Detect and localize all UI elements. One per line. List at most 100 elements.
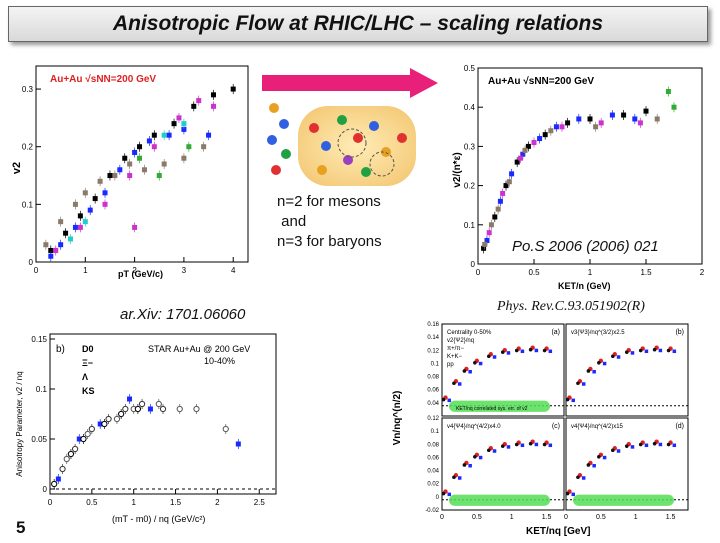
x-tick-label: 0 <box>34 266 39 275</box>
data-point <box>559 124 565 130</box>
y-tick-label: 0.12 <box>427 348 439 354</box>
y-tick-label: 0.5 <box>464 64 476 73</box>
data-point <box>155 400 162 408</box>
data-point <box>63 230 69 236</box>
data-point <box>506 351 511 355</box>
y-axis-label: v2/(n*ε) <box>452 152 463 187</box>
x-tick-label: 2 <box>700 268 705 277</box>
y-tick-label: 0 <box>436 495 440 501</box>
data-point <box>486 230 492 236</box>
chart-star-v2-nq: 0 0.5 1 1.5 2 2.5 0 0.05 0.1 0.15 b) STAR Au+Au @ 2… <box>8 328 286 528</box>
ref-arxiv: ar.Xiv: 1701.06060 <box>120 306 246 323</box>
chart-scaled-v2-svg: 0 0.5 1 1.5 2 0 0.1 0.2 0.3 0.4 0.5 Au+Au √sNN=200 … <box>452 64 705 291</box>
x-tick-label: 2.5 <box>254 498 266 507</box>
y-tick-label: 0.3 <box>464 142 476 151</box>
panel-label: (b) <box>675 329 684 336</box>
legend-entry: KS <box>82 386 95 396</box>
y-tick-label: 0.08 <box>427 442 439 448</box>
data-point <box>484 237 490 243</box>
data-point <box>666 348 671 353</box>
y-tick-label: 0.2 <box>464 182 476 191</box>
data-point <box>492 214 498 220</box>
data-point <box>514 348 519 353</box>
data-point <box>138 400 146 408</box>
data-point <box>468 369 472 374</box>
ref-pos: Po.S 2006 (2006) 021 <box>512 238 659 255</box>
data-point <box>520 349 525 354</box>
y-tick-label: 0.1 <box>431 361 440 367</box>
data-point <box>147 406 153 412</box>
y-tick-label: 0.08 <box>427 375 439 381</box>
x-tick-label: 1 <box>510 514 514 521</box>
data-point <box>602 455 607 460</box>
y-tick-label: 0.14 <box>427 335 439 341</box>
data-point <box>468 463 472 468</box>
data-point <box>624 444 629 448</box>
panel-frame <box>441 417 565 511</box>
data-point <box>630 445 635 449</box>
y-tick-label: 0 <box>29 258 34 267</box>
data-point <box>51 480 58 488</box>
data-point <box>87 207 93 213</box>
data-point <box>500 444 505 448</box>
x-tick-label: 1 <box>83 266 88 275</box>
x-tick-label: 4 <box>231 266 236 275</box>
data-point <box>665 89 671 95</box>
panel-legend-entry: v4{Ψ4}/nq^(4/2)x15 <box>571 424 624 430</box>
data-point <box>72 201 78 207</box>
y-tick-label: 0.1 <box>36 385 48 394</box>
data-point <box>638 348 643 353</box>
data-point <box>587 116 593 122</box>
plot-frame <box>49 333 277 495</box>
panel-frame <box>441 323 565 417</box>
data-point <box>520 151 526 157</box>
data-point <box>576 116 582 122</box>
y-axis-label: Anisotropy Parameter, v2 / nq <box>15 371 24 476</box>
data-point <box>132 149 138 155</box>
data-point <box>571 492 575 497</box>
data-point <box>565 120 571 126</box>
data-point <box>58 219 64 225</box>
data-point <box>452 475 456 480</box>
y-tick-label: 0.3 <box>22 85 34 94</box>
data-point <box>107 173 113 179</box>
data-point <box>637 120 643 126</box>
data-point <box>181 126 187 132</box>
data-point <box>487 354 491 359</box>
data-point <box>122 155 128 161</box>
data-point <box>58 242 64 248</box>
data-point <box>598 120 604 126</box>
data-point <box>105 415 112 423</box>
legend-entry: Λ <box>82 372 88 382</box>
data-point <box>156 173 162 179</box>
x-axis-label: (mT - m0) / nq (GeV/c²) <box>112 514 205 524</box>
y-tick-label: 0.04 <box>427 401 439 407</box>
text-mesons: n=2 for mesons <box>277 193 381 210</box>
data-point <box>576 381 580 386</box>
data-point <box>548 128 554 134</box>
y-tick-label: 0 <box>43 485 48 494</box>
data-point <box>514 159 520 165</box>
data-point <box>193 405 200 413</box>
x-tick-label: 1.5 <box>666 514 676 521</box>
data-point <box>462 463 467 467</box>
panel-legend-entry: π+/π− <box>447 346 464 352</box>
data-point <box>500 350 505 354</box>
data-point <box>488 222 494 228</box>
data-point <box>672 443 677 448</box>
data-point <box>495 206 501 212</box>
panel-legend-entry: K+K− <box>447 354 463 360</box>
data-point <box>652 441 657 446</box>
panel-label: b) <box>56 344 65 355</box>
data-point <box>509 171 515 177</box>
data-point <box>118 410 125 418</box>
x-tick-label: 3 <box>182 266 187 275</box>
data-point <box>581 382 586 386</box>
data-point <box>112 173 118 179</box>
y-tick-label: 0.06 <box>427 455 439 461</box>
panel-label: (c) <box>552 423 560 430</box>
text-and: and <box>277 213 307 230</box>
panel-legend-entry: v2{Ψ2}/nq <box>447 338 474 344</box>
panel-label: (a) <box>551 329 560 336</box>
chart-star-svg: 0 0.5 1 1.5 2 2.5 0 0.05 0.1 0.15 b) STAR Au+Au @ 2… <box>15 333 277 524</box>
